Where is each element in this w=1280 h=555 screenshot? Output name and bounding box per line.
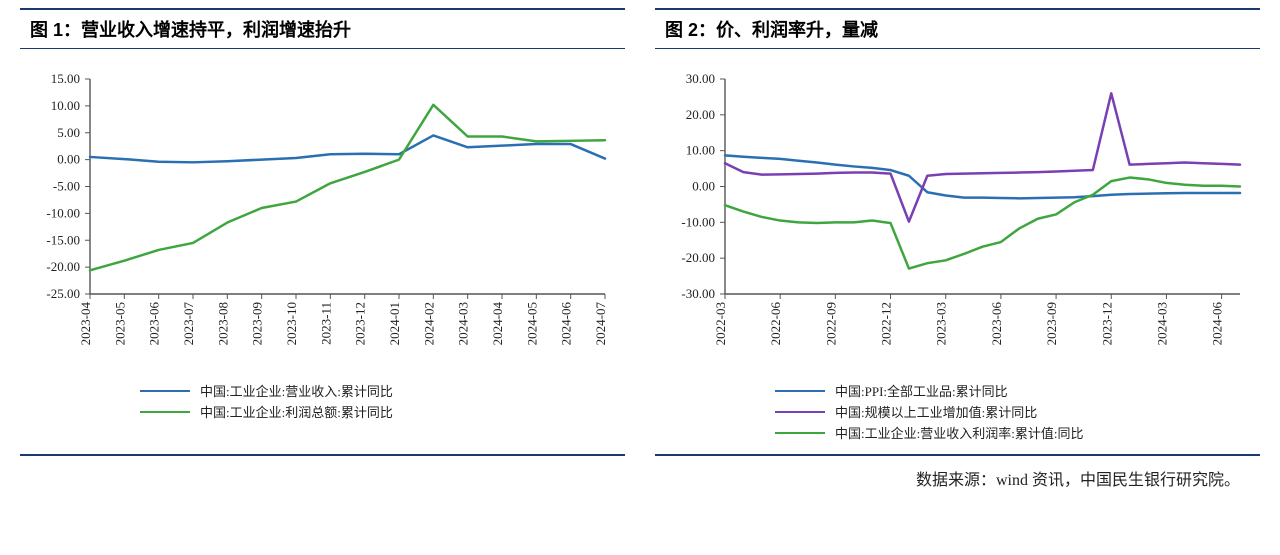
svg-text:-5.00: -5.00	[53, 179, 80, 194]
legend-label: 中国:PPI:全部工业品:累计同比	[835, 381, 1008, 400]
svg-text:2023-09: 2023-09	[250, 302, 265, 345]
svg-text:2024-02: 2024-02	[421, 302, 436, 345]
figure-2-panel: 图 2：价、利润率升，量减 -30.00 -20.00 -10.00 0.00 10.0…	[655, 8, 1260, 454]
figure-2-title: 图 2：价、利润率升，量减	[665, 16, 1260, 42]
figure-1-legend: 中国:工业企业:营业收入:累计同比中国:工业企业:利润总额:累计同比	[20, 373, 625, 433]
svg-text:-25.00: -25.00	[46, 286, 80, 301]
legend-item: 中国:工业企业:利润总额:累计同比	[140, 402, 625, 421]
svg-text:0.00: 0.00	[692, 179, 715, 194]
figure-2-svg: -30.00 -20.00 -10.00 0.00 10.00 20.00 30.00 202…	[655, 69, 1255, 369]
svg-text:2022-03: 2022-03	[713, 302, 728, 345]
svg-text:2024-03: 2024-03	[1154, 302, 1169, 345]
svg-text:2022-06: 2022-06	[768, 302, 783, 346]
svg-text:2023-04: 2023-04	[78, 302, 93, 346]
legend-swatch	[140, 390, 190, 392]
svg-text:2023-09: 2023-09	[1044, 302, 1059, 345]
figure-row: 图 1：营业收入增速持平，利润增速抬升 -25.00 -20.00 -15.00 -1…	[20, 8, 1260, 454]
svg-text:-30.00: -30.00	[681, 286, 715, 301]
legend-swatch	[140, 411, 190, 413]
svg-text:10.00: 10.00	[51, 98, 80, 113]
figure-2-chart: -30.00 -20.00 -10.00 0.00 10.00 20.00 30.00 202…	[655, 49, 1260, 373]
svg-text:2023-07: 2023-07	[181, 302, 196, 346]
svg-text:2023-12: 2023-12	[353, 302, 368, 345]
svg-text:2024-06: 2024-06	[559, 302, 574, 346]
svg-text:-20.00: -20.00	[46, 259, 80, 274]
svg-text:2022-09: 2022-09	[823, 302, 838, 345]
svg-text:-10.00: -10.00	[46, 205, 80, 220]
legend-item: 中国:规模以上工业增加值:累计同比	[775, 402, 1260, 421]
figure-1-panel: 图 1：营业收入增速持平，利润增速抬升 -25.00 -20.00 -15.00 -1…	[20, 8, 625, 454]
svg-text:10.00: 10.00	[686, 143, 715, 158]
svg-text:2023-12: 2023-12	[1099, 302, 1114, 345]
svg-text:2023-03: 2023-03	[934, 302, 949, 345]
svg-text:-20.00: -20.00	[681, 250, 715, 265]
svg-text:2024-06: 2024-06	[1210, 302, 1225, 346]
svg-text:2023-10: 2023-10	[284, 302, 299, 345]
figure-1-chart: -25.00 -20.00 -15.00 -10.00 -5.00 0.00 5.00 10.…	[20, 49, 625, 373]
svg-text:2023-08: 2023-08	[215, 302, 230, 345]
figure-2-title-wrap: 图 2：价、利润率升，量减	[655, 8, 1260, 49]
legend-swatch	[775, 432, 825, 434]
svg-text:2023-06: 2023-06	[989, 302, 1004, 346]
svg-text:-10.00: -10.00	[681, 214, 715, 229]
svg-text:30.00: 30.00	[686, 71, 715, 86]
legend-label: 中国:工业企业:利润总额:累计同比	[200, 402, 393, 421]
svg-text:2024-04: 2024-04	[490, 302, 505, 346]
legend-item: 中国:工业企业:营业收入:累计同比	[140, 381, 625, 400]
svg-text:2024-05: 2024-05	[524, 302, 539, 345]
figure-1-title-wrap: 图 1：营业收入增速持平，利润增速抬升	[20, 8, 625, 49]
legend-label: 中国:规模以上工业增加值:累计同比	[835, 402, 1037, 421]
svg-text:2022-12: 2022-12	[879, 302, 894, 345]
figure-1-bottom-rule	[20, 454, 625, 456]
svg-text:2024-01: 2024-01	[387, 302, 402, 345]
figure-2-legend: 中国:PPI:全部工业品:累计同比中国:规模以上工业增加值:累计同比中国:工业企…	[655, 373, 1260, 454]
svg-text:0.00: 0.00	[57, 152, 80, 167]
legend-item: 中国:PPI:全部工业品:累计同比	[775, 381, 1260, 400]
svg-text:2024-07: 2024-07	[593, 302, 608, 346]
source-line: 数据来源：wind 资讯，中国民生银行研究院。	[20, 456, 1260, 490]
svg-text:20.00: 20.00	[686, 107, 715, 122]
svg-text:2023-11: 2023-11	[318, 302, 333, 345]
svg-text:15.00: 15.00	[51, 71, 80, 86]
svg-text:2023-05: 2023-05	[112, 302, 127, 345]
figure-1-title: 图 1：营业收入增速持平，利润增速抬升	[30, 16, 625, 42]
figure-2-bottom-rule	[655, 454, 1260, 456]
legend-label: 中国:工业企业:营业收入:累计同比	[200, 381, 393, 400]
legend-swatch	[775, 390, 825, 392]
legend-label: 中国:工业企业:营业收入利润率:累计值:同比	[835, 423, 1083, 442]
svg-text:5.00: 5.00	[57, 125, 80, 140]
legend-item: 中国:工业企业:营业收入利润率:累计值:同比	[775, 423, 1260, 442]
legend-swatch	[775, 411, 825, 413]
svg-text:2023-06: 2023-06	[147, 302, 162, 346]
svg-text:2024-03: 2024-03	[456, 302, 471, 345]
svg-text:-15.00: -15.00	[46, 232, 80, 247]
figure-1-svg: -25.00 -20.00 -15.00 -10.00 -5.00 0.00 5.00 10.…	[20, 69, 620, 369]
